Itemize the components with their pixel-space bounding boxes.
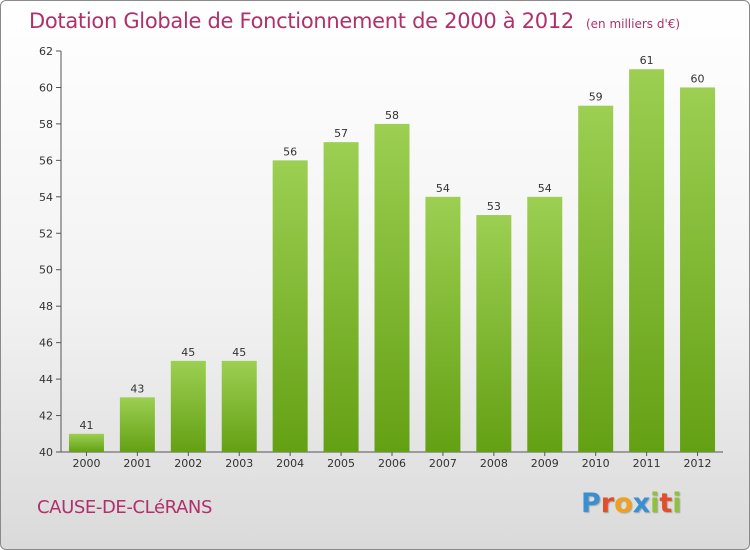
logo-letter: t xyxy=(659,488,673,519)
bar xyxy=(68,433,104,452)
logo-letter: i xyxy=(650,488,660,519)
x-tick-label: 2008 xyxy=(480,457,508,470)
bar xyxy=(374,123,410,452)
bar-value-label: 61 xyxy=(640,54,654,67)
bar xyxy=(527,196,563,452)
y-tick-label: 58 xyxy=(39,118,53,131)
bar-value-label: 41 xyxy=(79,419,93,432)
chart-title: Dotation Globale de Fonctionnement de 20… xyxy=(29,9,680,33)
bar xyxy=(425,196,461,452)
bar-value-label: 58 xyxy=(385,109,399,122)
bar xyxy=(170,360,206,452)
bar-value-label: 45 xyxy=(232,346,246,359)
logo-letter: x xyxy=(632,488,651,519)
chart-subtitle: (en milliers d'€) xyxy=(585,17,681,31)
bar xyxy=(629,69,665,453)
chart-axes: 40 42 44 46 48 50 52 54 56 58 60 62 2000 2001 2002 2003… xyxy=(39,45,723,470)
y-tick-label: 40 xyxy=(39,446,53,459)
x-tick-label: 2012 xyxy=(684,457,712,470)
y-tick-label: 62 xyxy=(39,45,53,58)
chart-bars: 41 43 45 45 56 57 58 54 53 54 59 61 60 xyxy=(68,54,716,453)
y-tick-label: 42 xyxy=(39,410,53,423)
bar xyxy=(323,142,359,453)
proxiti-logo: Proxiti xyxy=(581,488,682,519)
x-tick-label: 2006 xyxy=(378,457,406,470)
y-tick-label: 52 xyxy=(39,227,53,240)
y-tick-label: 54 xyxy=(39,191,53,204)
logo-letter: i xyxy=(672,488,682,519)
y-tick-label: 48 xyxy=(39,300,53,313)
logo-letter: o xyxy=(614,488,633,519)
bar xyxy=(578,105,614,452)
y-tick-label: 50 xyxy=(39,264,53,277)
chart-title-text: Dotation Globale de Fonctionnement de 20… xyxy=(29,9,574,33)
y-tick-label: 44 xyxy=(39,373,53,386)
bar-value-label: 54 xyxy=(436,182,450,195)
bar xyxy=(221,360,257,452)
bar-value-label: 60 xyxy=(691,72,705,85)
y-tick-label: 56 xyxy=(39,154,53,167)
bar xyxy=(680,87,716,453)
x-tick-label: 2010 xyxy=(582,457,610,470)
bar xyxy=(119,397,155,452)
bar xyxy=(272,160,308,452)
bar-value-label: 45 xyxy=(181,346,195,359)
x-tick-label: 2002 xyxy=(174,457,202,470)
x-tick-label: 2003 xyxy=(225,457,253,470)
bar-value-label: 57 xyxy=(334,127,348,140)
bar-value-label: 54 xyxy=(538,182,552,195)
x-tick-label: 2000 xyxy=(72,457,100,470)
x-tick-label: 2005 xyxy=(327,457,355,470)
x-tick-label: 2004 xyxy=(276,457,304,470)
x-tick-label: 2007 xyxy=(429,457,457,470)
x-tick-label: 2001 xyxy=(123,457,151,470)
bar-value-label: 53 xyxy=(487,200,501,213)
bar xyxy=(476,215,512,452)
y-tick-label: 60 xyxy=(39,81,53,94)
commune-name: CAUSE-DE-CLéRANS xyxy=(37,497,213,518)
bar-value-label: 43 xyxy=(130,382,144,395)
x-tick-label: 2011 xyxy=(633,457,661,470)
logo-letter: P xyxy=(581,488,601,519)
logo-letter: r xyxy=(600,488,615,519)
bar-value-label: 59 xyxy=(589,91,603,104)
y-tick-label: 46 xyxy=(39,337,53,350)
bar-value-label: 56 xyxy=(283,145,297,158)
x-tick-label: 2009 xyxy=(531,457,559,470)
